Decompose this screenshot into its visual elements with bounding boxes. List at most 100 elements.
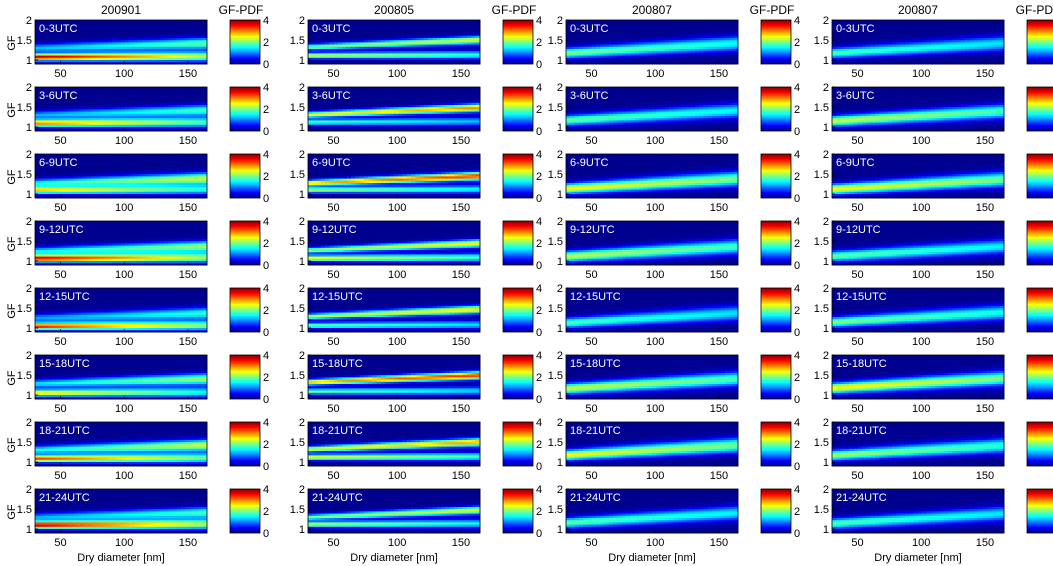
heat-cell (78, 35, 83, 38)
heat-cell (155, 120, 161, 123)
heat-cell (60, 173, 66, 177)
heat-cell (52, 124, 57, 127)
heat-cell (146, 126, 152, 130)
heat-cell (39, 44, 44, 47)
heat-cell (78, 26, 83, 30)
heat-cell (112, 98, 118, 101)
heat-cell (108, 93, 113, 97)
heat-cell (185, 55, 191, 58)
heat-cell (108, 53, 113, 56)
heat-cell (194, 37, 199, 41)
heat-cell (129, 20, 135, 23)
heat-cell (95, 24, 100, 27)
heat-cell (60, 111, 66, 114)
heat-cell (189, 48, 195, 52)
heat-cell (47, 171, 53, 175)
heat-cell (146, 61, 152, 65)
heat-cell (69, 37, 75, 41)
heat-cell (56, 20, 62, 23)
heat-cell (164, 42, 169, 45)
heat-cell (202, 109, 208, 112)
heat-cell (82, 93, 87, 97)
heat-cell (39, 189, 44, 192)
heat-cell (47, 55, 53, 58)
heat-cell (142, 93, 148, 97)
heat-cell (133, 87, 139, 90)
heat-cell (103, 128, 109, 132)
heat-cell (138, 126, 143, 130)
heat-cell (103, 39, 109, 43)
heat-cell (86, 120, 92, 123)
heat-cell (90, 113, 96, 116)
x-tick-label: 150 (179, 403, 197, 415)
heat-cell (112, 39, 118, 43)
heat-cell (116, 24, 122, 27)
heat-cell (164, 95, 169, 99)
heat-cell (39, 42, 44, 45)
heat-cell (168, 55, 173, 58)
heat-cell (47, 95, 53, 99)
heat-cell (35, 162, 40, 166)
heat-cell (155, 117, 161, 121)
heat-cell (142, 57, 148, 60)
heat-cell (60, 98, 66, 101)
heat-cell (35, 171, 40, 175)
heat-cell (47, 193, 53, 197)
heat-cell (176, 24, 182, 27)
heat-cell (69, 48, 75, 52)
heat-cell (129, 117, 135, 121)
heat-cell (129, 104, 135, 108)
heat-cell (86, 24, 92, 27)
heat-cell (35, 156, 40, 159)
heat-cell (168, 37, 173, 41)
heat-cell (103, 48, 109, 52)
heat-cell (164, 117, 169, 121)
heat-cell (172, 28, 178, 32)
heat-cell (176, 28, 182, 32)
heat-cell (52, 187, 57, 190)
heat-cell (202, 55, 208, 58)
heat-cell (56, 162, 62, 166)
heat-cell (78, 55, 83, 58)
heat-cell (189, 50, 195, 54)
heat-cell (73, 28, 79, 32)
heat-cell (176, 89, 182, 92)
heat-cell (155, 98, 161, 101)
heat-cell (90, 59, 96, 63)
heat-cell (138, 115, 143, 119)
heat-cell (56, 33, 62, 36)
heat-cell (172, 106, 178, 110)
heat-cell (86, 98, 92, 101)
heat-cell (82, 89, 87, 92)
heat-cell (56, 160, 62, 164)
heat-cell (99, 37, 105, 41)
heat-cell (90, 61, 96, 65)
heat-cell (35, 57, 40, 60)
heat-cell (35, 184, 40, 188)
heat-cell (121, 126, 126, 130)
heat-cell (56, 195, 62, 199)
heat-cell (52, 126, 57, 130)
heat-cell (112, 122, 118, 125)
heat-cell (116, 124, 122, 127)
heat-cell (194, 95, 199, 99)
heat-cell (189, 33, 195, 36)
heat-cell (99, 39, 105, 43)
heat-cell (43, 187, 49, 190)
heat-cell (142, 33, 148, 36)
heat-cell (73, 20, 79, 23)
heat-cell (47, 91, 53, 94)
heat-cell (90, 44, 96, 47)
heat-cell (52, 87, 57, 90)
heat-cell (151, 33, 156, 36)
heat-cell (185, 115, 191, 119)
heat-cell (176, 122, 182, 125)
heat-cell (146, 37, 152, 41)
heat-cell (142, 55, 148, 58)
heat-cell (121, 104, 126, 108)
heat-cell (60, 33, 66, 36)
heat-cell (121, 33, 126, 36)
heat-cell (52, 89, 57, 92)
heat-cell (52, 189, 57, 192)
heat-cell (194, 91, 199, 94)
